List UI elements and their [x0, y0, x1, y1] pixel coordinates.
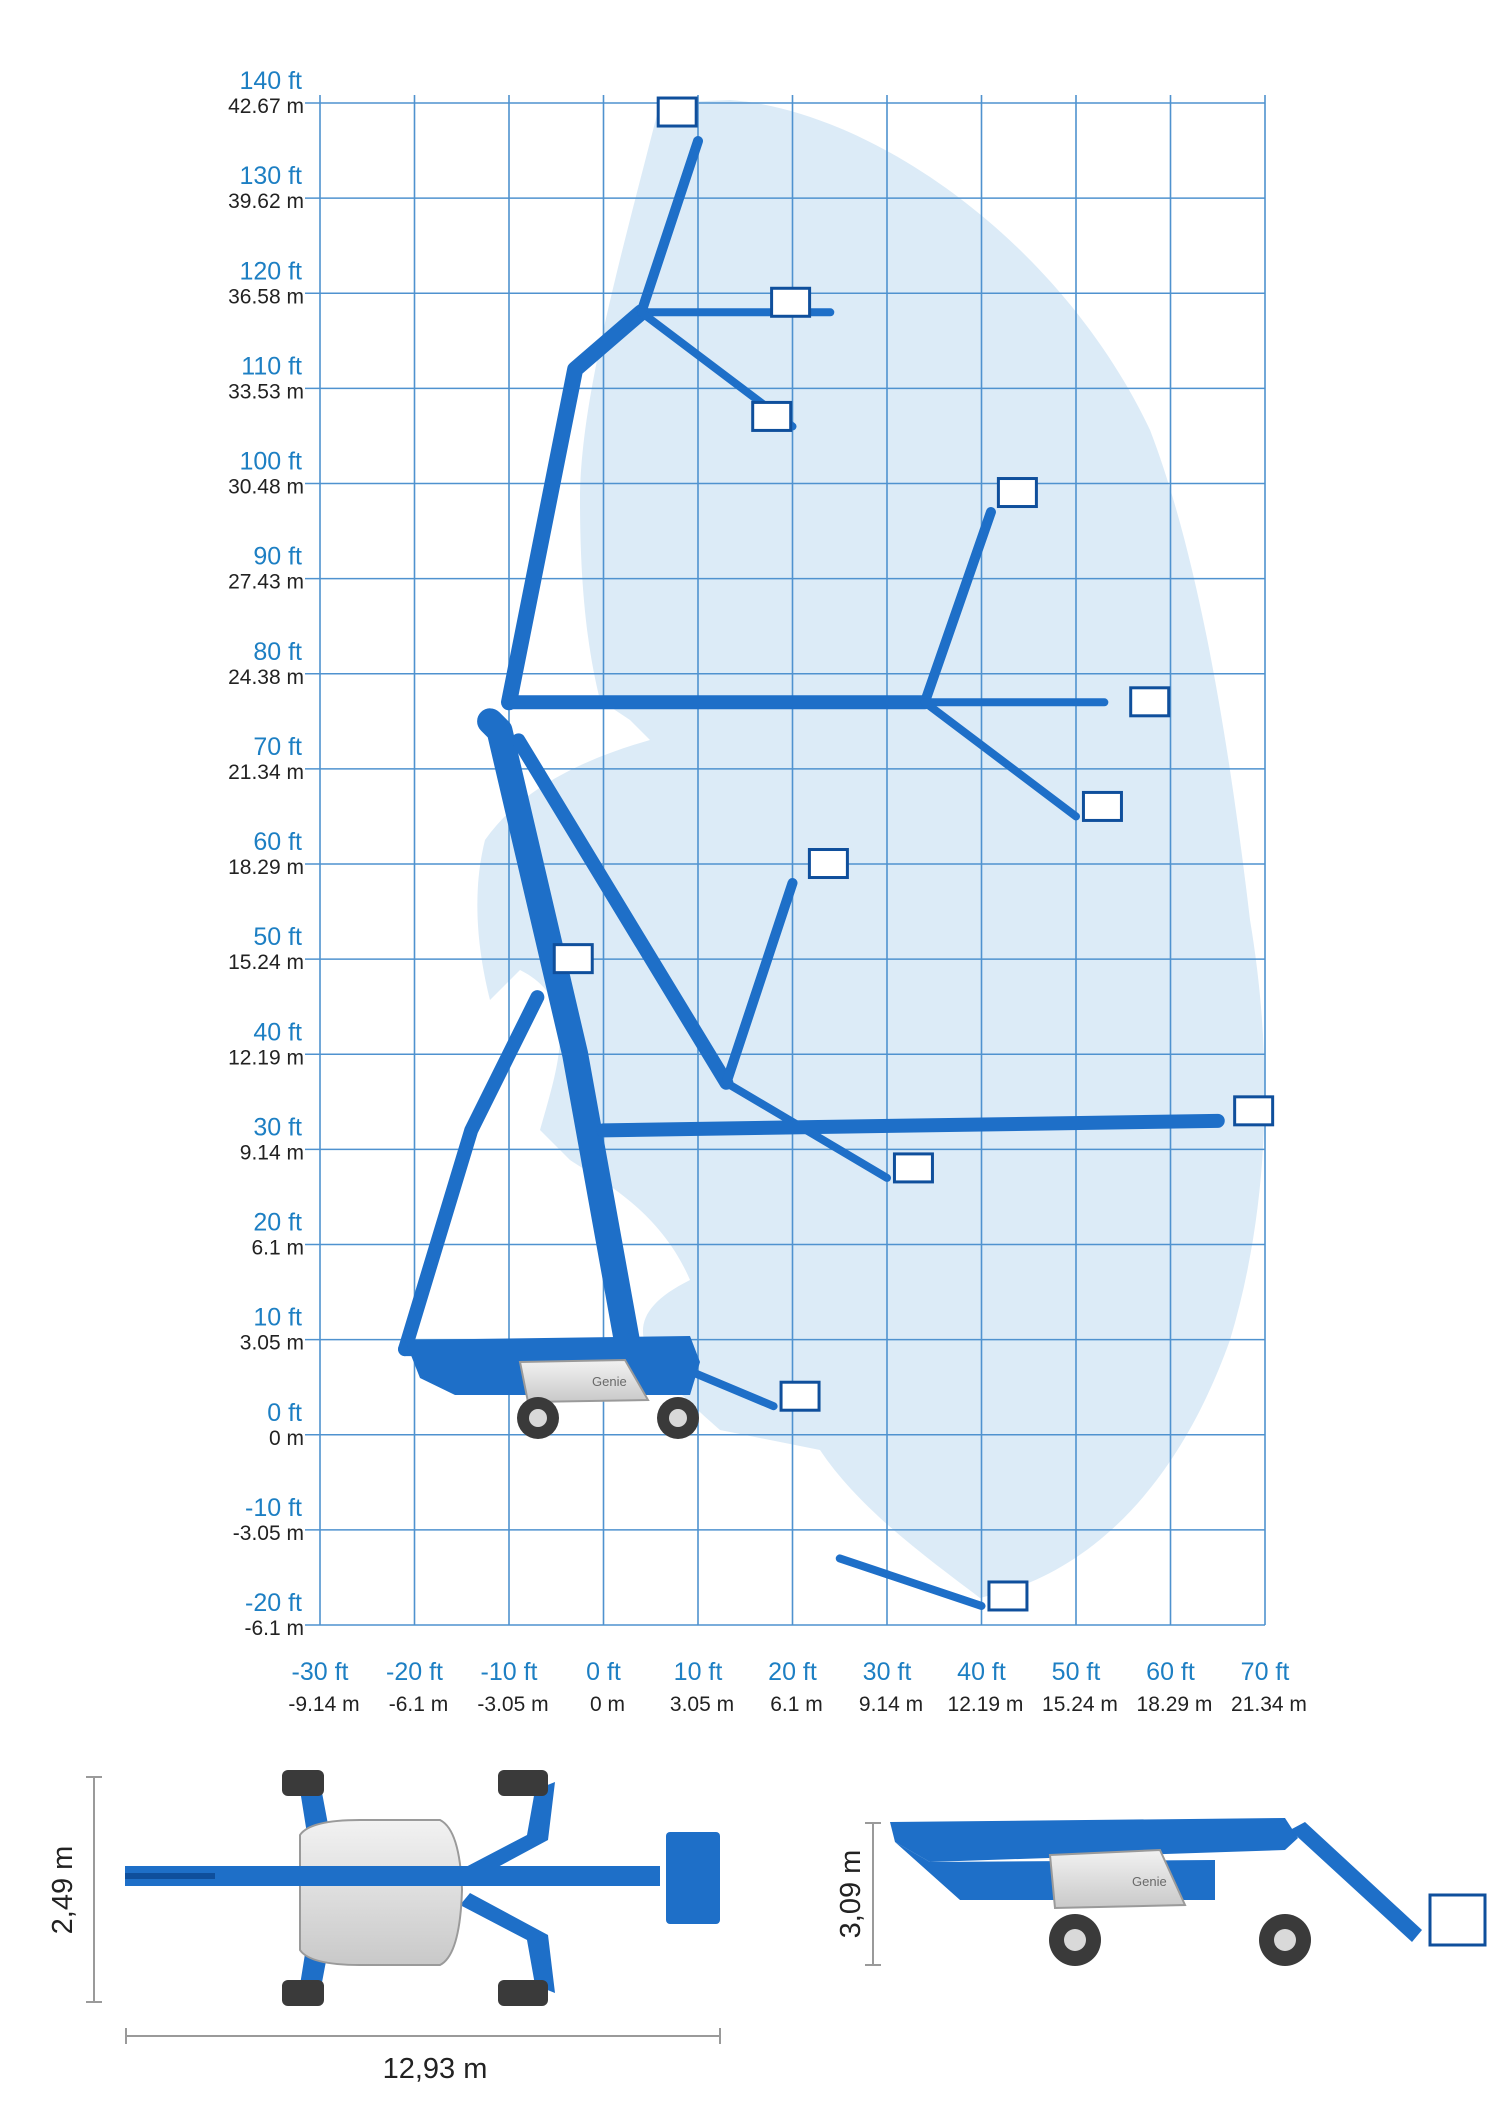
- platform-below-grade: [987, 1580, 1029, 1612]
- main-boom-diag: [511, 733, 734, 1090]
- x-tick-ft-1: -20 ft: [386, 1658, 443, 1686]
- x-tick-ft-9: 60 ft: [1146, 1658, 1195, 1686]
- y-tick-ft-4: 100 ft: [239, 448, 302, 476]
- y-tick-m-4: 30.48 m: [228, 476, 304, 499]
- lower-boom: [398, 990, 545, 1357]
- x-tick-m-6: 9.14 m: [859, 1693, 923, 1716]
- x-tick-m-0: -9.14 m: [288, 1693, 359, 1716]
- working-envelope: [477, 100, 1265, 1598]
- platform-low-up: [807, 848, 849, 880]
- x-tick-ft-6: 30 ft: [863, 1658, 912, 1686]
- x-tick-m-4: 3.05 m: [670, 1693, 734, 1716]
- y-tick-m-0: 42.67 m: [228, 95, 304, 118]
- grid: [305, 95, 1266, 1626]
- jib-max-height: [636, 136, 703, 318]
- platform-mid-down: [1081, 790, 1123, 822]
- y-tick-ft-11: 30 ft: [253, 1113, 302, 1141]
- wheel-front: [657, 1397, 699, 1439]
- y-tick-m-5: 27.43 m: [228, 571, 304, 594]
- y-tick-m-15: -3.05 m: [233, 1522, 304, 1545]
- x-tick-m-8: 15.24 m: [1042, 1693, 1118, 1716]
- x-tick-m-5: 6.1 m: [770, 1693, 823, 1716]
- x-tick-ft-5: 20 ft: [768, 1658, 817, 1686]
- jib-mid-up: [919, 507, 996, 708]
- y-tick-ft-3: 110 ft: [241, 352, 302, 380]
- y-tick-m-16: -6.1 m: [244, 1617, 304, 1640]
- side-brand-logo: Genie: [1132, 1874, 1167, 1889]
- y-tick-ft-12: 20 ft: [253, 1209, 302, 1237]
- brand-logo: Genie: [592, 1374, 627, 1389]
- x-tick-ft-0: -30 ft: [292, 1658, 349, 1686]
- side-view: 3,09 m Genie: [835, 1818, 1487, 1966]
- y-tick-ft-13: 10 ft: [253, 1304, 302, 1332]
- y-tick-ft-9: 50 ft: [253, 923, 302, 951]
- y-tick-ft-0: 140 ft: [239, 67, 302, 95]
- y-tick-m-10: 12.19 m: [228, 1046, 304, 1069]
- y-tick-m-11: 9.14 m: [240, 1141, 304, 1164]
- height-dimension: 3,09 m: [835, 1850, 867, 1939]
- x-tick-m-9: 18.29 m: [1137, 1693, 1213, 1716]
- platform-mid-horizontal: [1129, 686, 1171, 718]
- x-tick-ft-8: 50 ft: [1052, 1658, 1101, 1686]
- platform-vertical-tower: [552, 943, 594, 975]
- main-boom-low: [596, 1113, 1225, 1138]
- platform-low-down: [892, 1152, 934, 1184]
- y-tick-m-14: 0 m: [269, 1427, 304, 1450]
- jib-below-grade: [835, 1554, 986, 1610]
- platform-max-height: [656, 96, 698, 128]
- wheel-rear: [517, 1397, 559, 1439]
- x-tick-m-10: 21.34 m: [1231, 1693, 1307, 1716]
- machine-profile: Genie: [405, 1336, 700, 1439]
- y-tick-ft-16: -20 ft: [245, 1589, 302, 1617]
- y-tick-m-12: 6.1 m: [251, 1237, 304, 1260]
- y-tick-m-9: 15.24 m: [228, 951, 304, 974]
- y-tick-m-2: 36.58 m: [228, 285, 304, 308]
- y-tick-m-1: 39.62 m: [228, 190, 304, 213]
- y-tick-ft-2: 120 ft: [239, 257, 302, 285]
- x-tick-ft-4: 10 ft: [674, 1658, 723, 1686]
- jib-mid-down: [920, 698, 1080, 821]
- y-tick-ft-10: 40 ft: [253, 1018, 302, 1046]
- y-tick-m-8: 18.29 m: [228, 856, 304, 879]
- y-tick-m-13: 3.05 m: [240, 1332, 304, 1355]
- x-tick-ft-10: 70 ft: [1241, 1658, 1290, 1686]
- platform-stowed-down: [779, 1380, 821, 1412]
- x-tick-ft-7: 40 ft: [957, 1658, 1006, 1686]
- x-tick-m-7: 12.19 m: [948, 1693, 1024, 1716]
- turntable-body: [518, 1358, 650, 1404]
- jib-low-up: [721, 878, 798, 1088]
- y-tick-m-6: 24.38 m: [228, 666, 304, 689]
- platform-upper-horizontal: [770, 286, 812, 318]
- y-tick-ft-7: 70 ft: [253, 733, 302, 761]
- platform-mid-up: [996, 477, 1038, 509]
- platform-low-horizontal: [1233, 1095, 1275, 1127]
- x-axis-tick-labels: -30 ft -9.14 m -20 ft -6.1 m -10 ft -3.05 m 0 …: [288, 1658, 1307, 1716]
- y-tick-ft-5: 90 ft: [253, 543, 302, 571]
- width-dimension: 2,49 m: [47, 1846, 79, 1935]
- x-tick-m-2: -3.05 m: [477, 1693, 548, 1716]
- top-view: 2,49 m 12,93 m: [47, 1770, 721, 2085]
- y-tick-ft-6: 80 ft: [253, 638, 302, 666]
- y-tick-ft-14: 0 ft: [267, 1399, 302, 1427]
- y-tick-m-3: 33.53 m: [228, 380, 304, 403]
- y-tick-ft-1: 130 ft: [239, 162, 302, 190]
- x-tick-ft-3: 0 ft: [586, 1658, 621, 1686]
- length-dimension: 12,93 m: [383, 2053, 488, 2085]
- main-boom-tall: [501, 304, 650, 711]
- y-tick-ft-8: 60 ft: [253, 828, 302, 856]
- x-tick-ft-2: -10 ft: [481, 1658, 538, 1686]
- x-tick-m-3: 0 m: [590, 1693, 625, 1716]
- platform-upper-down: [751, 400, 793, 432]
- y-tick-m-7: 21.34 m: [228, 761, 304, 784]
- x-tick-m-1: -6.1 m: [389, 1693, 449, 1716]
- y-tick-ft-15: -10 ft: [245, 1494, 302, 1522]
- riser-boom: [477, 708, 645, 1382]
